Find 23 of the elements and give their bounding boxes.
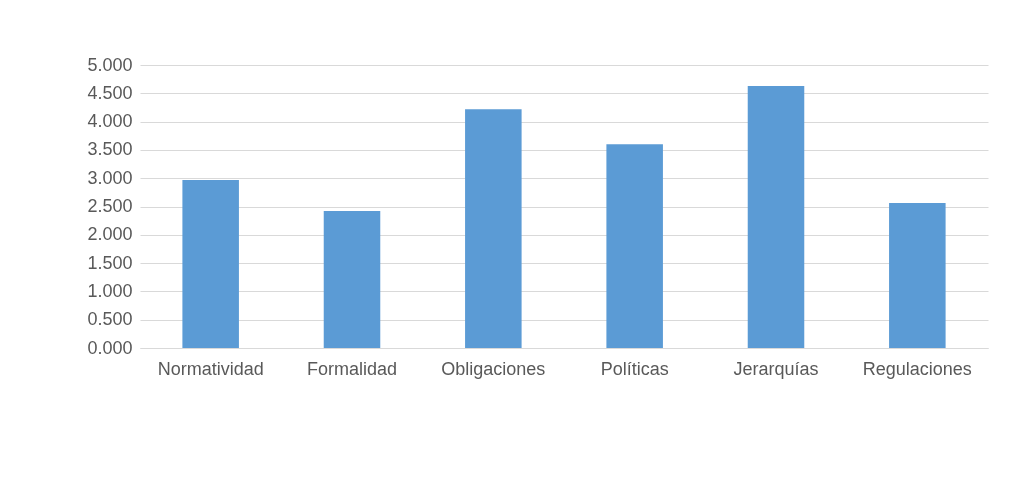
- y-tick-label: 2.000: [87, 224, 133, 245]
- bar: [889, 203, 946, 348]
- y-tick-label: 4.500: [87, 82, 133, 103]
- x-tick-label: Normatividad: [157, 358, 264, 379]
- y-tick-label: 5.000: [87, 54, 133, 75]
- bar: [606, 144, 663, 348]
- y-tick-label: 4.000: [87, 111, 133, 132]
- y-tick-label: 3.500: [87, 139, 133, 160]
- x-tick-label: Obligaciones: [441, 358, 546, 379]
- x-tick-label: Políticas: [600, 358, 669, 379]
- y-tick-label: 3.000: [87, 167, 133, 188]
- bar: [465, 109, 522, 348]
- bar: [747, 85, 805, 348]
- y-tick-label: 0.000: [87, 337, 133, 358]
- y-tick-label: 1.000: [87, 280, 133, 301]
- y-tick-label: 2.500: [87, 196, 133, 216]
- bar: [323, 211, 381, 348]
- y-tick-label: 0.500: [87, 309, 133, 330]
- x-tick-label: Jerarquías: [733, 358, 819, 379]
- bar: [182, 179, 239, 348]
- x-tick-label: Formalidad: [306, 358, 398, 379]
- x-tick-label: Regulaciones: [862, 358, 972, 379]
- y-tick-label: 1.500: [87, 252, 133, 273]
